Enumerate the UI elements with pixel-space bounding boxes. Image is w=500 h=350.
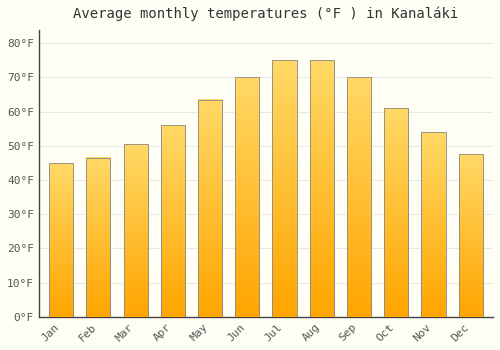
Bar (384, 108, 408, 317)
Bar (160, 125, 185, 317)
Bar (347, 77, 371, 317)
Bar (198, 100, 222, 317)
Bar (49, 163, 73, 317)
Bar (458, 154, 483, 317)
Bar (235, 77, 260, 317)
Title: Average monthly temperatures (°F ) in Kanaláki: Average monthly temperatures (°F ) in Ka… (74, 7, 458, 21)
Bar (86, 158, 110, 317)
Bar (422, 132, 446, 317)
Bar (272, 60, 296, 317)
Bar (124, 144, 148, 317)
Bar (310, 60, 334, 317)
